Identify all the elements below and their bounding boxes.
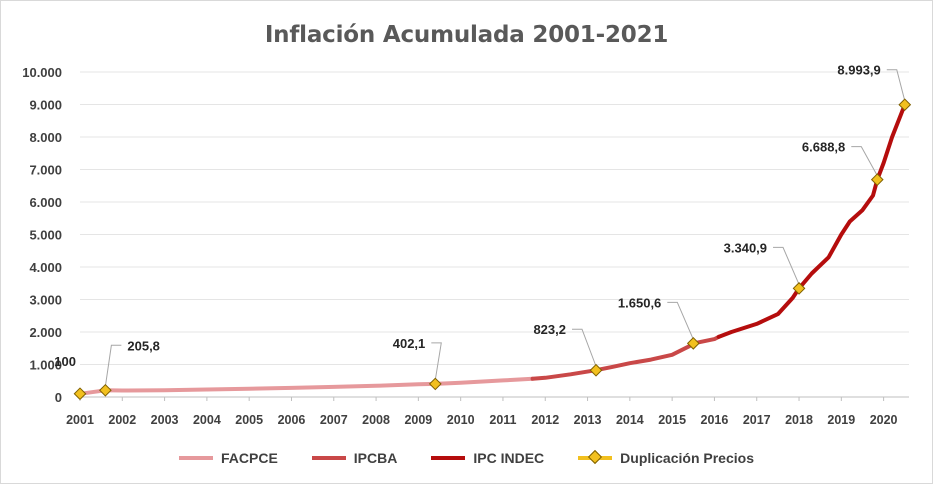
- leader-line: [851, 146, 878, 176]
- x-tick-label: 2019: [827, 413, 855, 427]
- x-tick-label: 2006: [278, 413, 306, 427]
- duplication-marker: [898, 98, 912, 112]
- x-tick-label: 2020: [870, 413, 898, 427]
- duplication-marker: [870, 173, 884, 186]
- duplication-marker: [73, 387, 87, 401]
- x-tick-label: 2004: [193, 413, 221, 427]
- legend-item-ipc-indec: IPC INDEC: [431, 450, 544, 466]
- leader-line: [431, 342, 442, 381]
- series-line-ipc-indec: [716, 102, 907, 339]
- data-label: 6.688,8: [802, 140, 845, 155]
- legend: FACPCE IPCBA IPC INDEC Duplicación Preci…: [0, 447, 933, 469]
- chart-title: Inflación Acumulada 2001-2021: [264, 22, 669, 48]
- y-tick-label: 0: [55, 390, 62, 405]
- data-label: 8.993,9: [837, 63, 880, 78]
- y-tick-label: 10.000: [22, 65, 62, 80]
- gridlines: [80, 71, 909, 398]
- x-tick-label: 2007: [320, 413, 348, 427]
- x-axis-ticks: 2001 2002 2003 2004 2005 2006 2007 2008 2009 2010…: [66, 397, 898, 427]
- x-tick-label: 2009: [404, 413, 432, 427]
- x-tick-label: 2015: [658, 413, 686, 427]
- x-tick-label: 2005: [235, 413, 263, 427]
- x-tick-label: 2011: [489, 413, 516, 427]
- label-leaders: [104, 69, 906, 387]
- x-tick-label: 2018: [785, 413, 813, 427]
- x-tick-label: 2003: [151, 413, 179, 427]
- y-tick-label: 4.000: [29, 260, 62, 275]
- data-label: 205,8: [127, 338, 160, 353]
- duplication-markers: [73, 98, 912, 401]
- leader-line: [773, 246, 800, 285]
- legend-swatch-ipc-indec: [431, 456, 466, 460]
- y-tick-label: 9.000: [29, 98, 62, 113]
- data-labels: 100 205,8 402,1 823,2 1.650,6 3.340,9 6.688,8 8…: [54, 63, 880, 369]
- y-tick-label: 2.000: [29, 325, 62, 340]
- legend-swatch-facpce: [179, 456, 213, 460]
- x-tick-label: 2008: [362, 413, 390, 427]
- duplication-marker: [428, 377, 442, 391]
- x-tick-label: 2002: [108, 413, 136, 427]
- y-tick-label: 7.000: [29, 163, 62, 178]
- leader-line: [572, 328, 597, 367]
- legend-item-duplicacion: Duplicación Precios: [578, 449, 754, 466]
- x-tick-label: 2016: [701, 413, 729, 427]
- leader-line: [886, 69, 906, 101]
- duplication-marker: [792, 282, 806, 295]
- x-tick-label: 2017: [743, 413, 771, 427]
- diamond-icon: [588, 449, 603, 465]
- series-lines: [78, 102, 907, 396]
- duplication-marker: [589, 363, 603, 377]
- y-tick-label: 5.000: [29, 228, 62, 243]
- data-label: 3.340,9: [724, 240, 767, 255]
- x-tick-label: 2014: [616, 413, 644, 427]
- series-line-facpce: [78, 376, 535, 396]
- legend-item-ipcba: IPCBA: [311, 450, 398, 466]
- leader-line: [104, 344, 122, 387]
- legend-swatch-duplicacion: [578, 449, 613, 465]
- x-tick-label: 2012: [531, 413, 559, 427]
- y-tick-label: 8.000: [29, 130, 62, 145]
- leader-line: [667, 301, 694, 340]
- legend-label-duplicacion: Duplicación Precios: [620, 450, 754, 466]
- data-label: 100: [54, 354, 76, 369]
- legend-item-facpce: FACPCE: [179, 450, 278, 466]
- data-label: 1.650,6: [618, 295, 661, 310]
- y-tick-label: 6.000: [29, 195, 62, 210]
- duplication-marker: [99, 383, 112, 397]
- x-tick-label: 2010: [447, 413, 475, 427]
- y-tick-label: 3.000: [29, 293, 62, 308]
- legend-label-facpce: FACPCE: [221, 450, 278, 466]
- legend-label-ipc-indec: IPC INDEC: [473, 450, 545, 466]
- duplication-marker: [686, 336, 700, 350]
- legend-swatch-ipcba: [311, 456, 346, 460]
- legend-label-ipcba: IPCBA: [353, 450, 398, 466]
- x-tick-label: 2001: [66, 413, 94, 427]
- y-axis-ticks: 0 1.000 2.000 3.000 4.000 5.000 6.000 7.000 8.00…: [22, 65, 62, 405]
- data-label: 402,1: [393, 336, 426, 351]
- y-tick-label: 1.000: [29, 358, 62, 373]
- x-tick-label: 2013: [574, 413, 602, 427]
- data-label: 823,2: [533, 322, 566, 337]
